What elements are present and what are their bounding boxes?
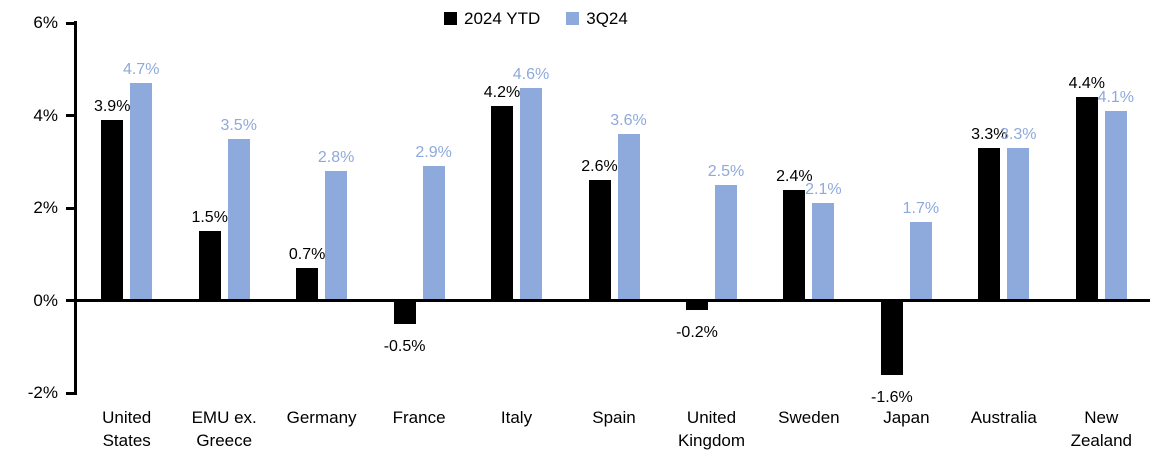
bar-2024-ytd bbox=[393, 300, 416, 324]
category-label: Germany bbox=[286, 408, 357, 427]
bar-value-label: 3.3% bbox=[971, 125, 1008, 143]
bar-3q24 bbox=[325, 171, 348, 301]
category-label: United States bbox=[102, 408, 152, 450]
y-axis-tick-label: 6% bbox=[33, 13, 58, 32]
bar-value-label: 4.4% bbox=[1068, 75, 1106, 92]
bar-value-label: 3.9% bbox=[93, 98, 131, 116]
legend-swatch-3q24 bbox=[566, 12, 580, 25]
category-label: United Kingdom bbox=[677, 408, 746, 450]
bar-2024-ytd bbox=[880, 300, 903, 375]
bar-value-label: 2.9% bbox=[415, 144, 452, 162]
legend-label-3q24: 3Q24 bbox=[586, 9, 628, 28]
bar-2024-ytd bbox=[296, 268, 319, 301]
y-axis-tick-label: 4% bbox=[33, 105, 58, 125]
bar-3q24 bbox=[909, 221, 932, 301]
bar-3q24 bbox=[1007, 147, 1030, 301]
bar-2024-ytd bbox=[588, 180, 611, 301]
legend-item-2024-ytd: 2024 YTD bbox=[444, 10, 540, 27]
category-label: EMU ex. Greece bbox=[191, 408, 257, 450]
bar-value-label: 3.5% bbox=[220, 116, 257, 134]
bar-3q24 bbox=[130, 83, 153, 301]
bar-3q24 bbox=[812, 203, 835, 301]
bar-value-label: 1.5% bbox=[191, 209, 228, 227]
bar-2024-ytd bbox=[1075, 97, 1098, 301]
bar-value-label: -0.5% bbox=[383, 337, 426, 355]
bar-value-label: -0.2% bbox=[676, 323, 718, 341]
bar-value-label: 4.2% bbox=[483, 84, 521, 102]
category-label: Italy bbox=[500, 408, 533, 427]
chart-legend: 2024 YTD 3Q24 bbox=[444, 10, 628, 27]
category-label: Australia bbox=[970, 408, 1037, 427]
bar-3q24 bbox=[227, 138, 250, 301]
category-label: Japan bbox=[883, 408, 930, 427]
y-axis-tick bbox=[66, 114, 77, 117]
legend-swatch-2024-ytd bbox=[444, 12, 457, 25]
bar-3q24 bbox=[520, 87, 542, 301]
bar-value-label: 4.7% bbox=[122, 61, 160, 79]
bar-2024-ytd bbox=[491, 106, 513, 301]
bar-value-label: 3.3% bbox=[1000, 125, 1037, 143]
bar-value-label: 2.5% bbox=[707, 162, 745, 180]
y-axis-tick bbox=[66, 391, 77, 395]
bar-value-label: 1.7% bbox=[902, 199, 940, 217]
bar-3q24 bbox=[422, 166, 445, 301]
category-label: New Zealand bbox=[1070, 408, 1133, 450]
bar-3q24 bbox=[715, 184, 737, 301]
bar-2024-ytd bbox=[101, 120, 124, 301]
y-axis-tick bbox=[66, 21, 77, 25]
bar-value-label: 0.7% bbox=[288, 246, 326, 264]
bar-value-label: 4.6% bbox=[512, 65, 550, 83]
bar-value-label: 4.1% bbox=[1097, 88, 1135, 106]
bar-value-label: 2.4% bbox=[776, 167, 813, 185]
bar-2024-ytd bbox=[686, 300, 708, 310]
bar-value-label: -1.6% bbox=[870, 388, 913, 406]
legend-label-2024-ytd: 2024 YTD bbox=[464, 9, 541, 28]
bar-value-label: 2.1% bbox=[805, 181, 842, 199]
category-label: Sweden bbox=[778, 408, 840, 427]
category-label: Spain bbox=[592, 408, 636, 427]
bar-value-label: 2.8% bbox=[317, 149, 355, 166]
legend-item-3q24: 3Q24 bbox=[566, 10, 628, 27]
bar-value-label: 3.6% bbox=[610, 112, 647, 129]
y-axis-tick bbox=[66, 206, 77, 210]
bar-2024-ytd bbox=[783, 189, 806, 301]
bar-3q24 bbox=[1104, 110, 1127, 301]
y-axis-tick-label: -2% bbox=[27, 383, 58, 402]
y-axis-tick-label: 0% bbox=[33, 290, 58, 310]
x-axis-line bbox=[74, 299, 1150, 302]
bar-2024-ytd bbox=[978, 147, 1001, 301]
bar-value-label: 2.6% bbox=[581, 158, 618, 176]
category-label: France bbox=[392, 408, 446, 427]
bar-2024-ytd bbox=[198, 231, 221, 301]
y-axis-tick-label: 2% bbox=[33, 198, 58, 217]
bar-3q24 bbox=[617, 134, 640, 301]
y-axis-tick bbox=[66, 299, 77, 302]
